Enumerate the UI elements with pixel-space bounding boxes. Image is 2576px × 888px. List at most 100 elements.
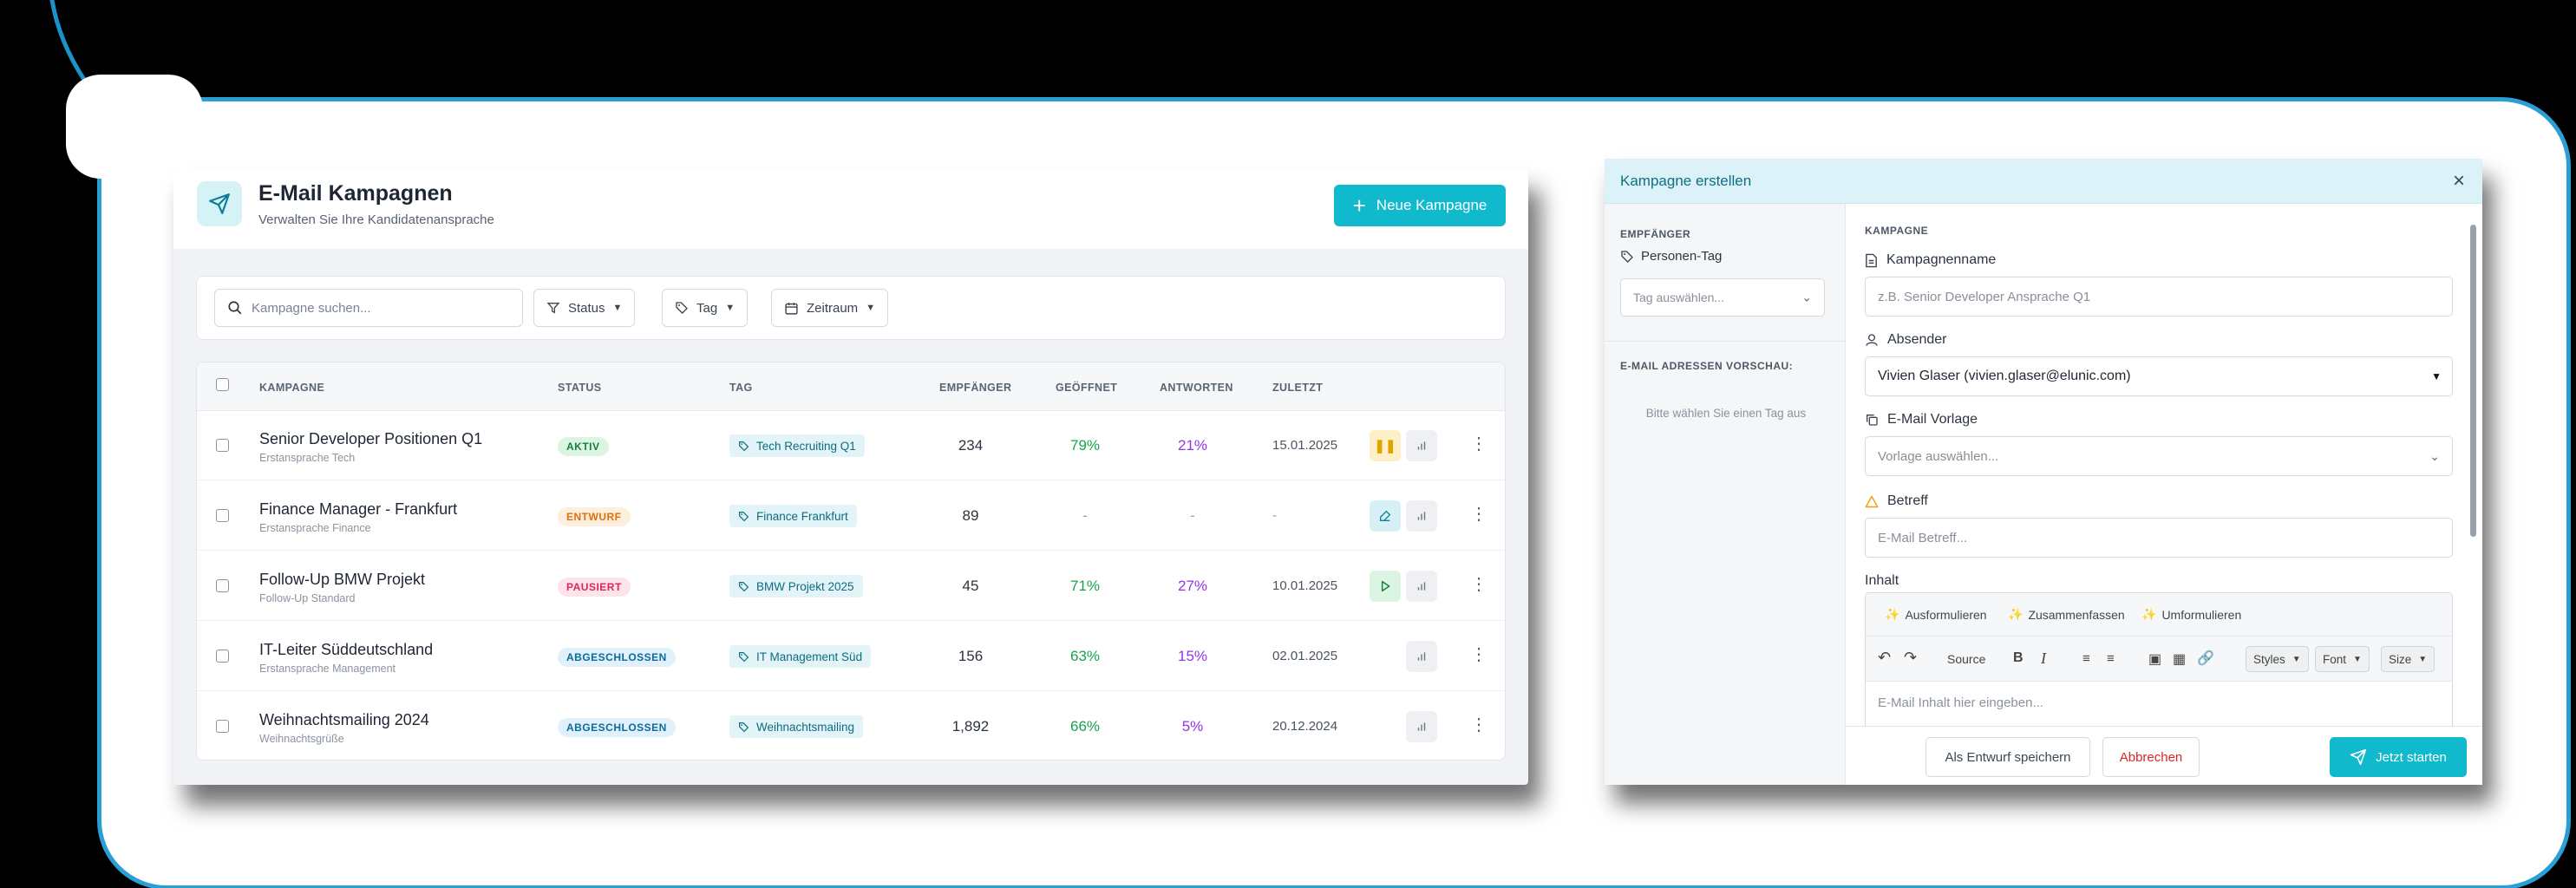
stats-button[interactable]: [1406, 430, 1437, 461]
edit-button[interactable]: [1370, 500, 1401, 532]
row-checkbox[interactable]: [216, 509, 229, 522]
status-badge: ABGESCHLOSSEN: [558, 648, 676, 667]
tag-select-placeholder: Tag auswählen...: [1633, 291, 1725, 304]
col-tag[interactable]: TAG: [729, 382, 753, 394]
stats-button[interactable]: [1406, 711, 1437, 742]
modal-header: Kampagne erstellen ×: [1605, 159, 2482, 204]
table-row[interactable]: Weihnachtsmailing 2024 Weihnachtsgrüße ABG…: [197, 692, 1505, 760]
scrollbar-thumb[interactable]: [2470, 225, 2476, 537]
stats-button[interactable]: [1406, 500, 1437, 532]
campaign-name[interactable]: Weihnachtsmailing 2024: [259, 711, 429, 728]
more-options-icon[interactable]: ⋮: [1470, 575, 1487, 594]
font-dropdown[interactable]: Font ▼: [2315, 646, 2370, 672]
send-icon: [2350, 748, 2367, 766]
tag-icon: [738, 511, 749, 522]
bullet-list-icon[interactable]: ≡: [2107, 651, 2115, 666]
table-icon[interactable]: ▦: [2173, 652, 2187, 667]
campaign-list-panel: E-Mail Kampagnen Verwalten Sie Ihre Kand…: [173, 169, 1528, 785]
timeframe-filter[interactable]: Zeitraum ▼: [771, 289, 889, 327]
cancel-button[interactable]: Abbrechen: [2102, 737, 2200, 777]
tag-label: Finance Frankfurt: [756, 509, 848, 523]
table-row[interactable]: IT-Leiter Süddeutschland Erstansprache Ma…: [197, 622, 1505, 691]
col-opened[interactable]: GEÖFFNET: [1056, 382, 1118, 394]
col-recipients[interactable]: EMPFÄNGER: [939, 382, 1012, 394]
pause-icon: ❚❚: [1374, 439, 1396, 454]
subject-input[interactable]: E-Mail Betreff...: [1865, 518, 2453, 558]
select-all-checkbox[interactable]: [216, 378, 229, 391]
search-input[interactable]: Kampagne suchen...: [214, 289, 523, 327]
more-options-icon[interactable]: ⋮: [1470, 645, 1487, 664]
tag-select[interactable]: Tag auswählen... ⌄: [1620, 278, 1825, 317]
campaign-name[interactable]: Senior Developer Positionen Q1: [259, 430, 483, 447]
save-draft-button[interactable]: Als Entwurf speichern: [1925, 737, 2090, 777]
reply-rate: -: [1190, 507, 1195, 524]
campaign-name[interactable]: Follow-Up BMW Projekt: [259, 571, 426, 588]
more-options-icon[interactable]: ⋮: [1470, 715, 1487, 735]
last-activity: 15.01.2025: [1272, 438, 1338, 453]
template-select[interactable]: Vorlage auswählen... ⌄: [1865, 436, 2453, 476]
ai-summarize-label: Zusammenfassen: [2028, 607, 2125, 622]
col-last[interactable]: ZULETZT: [1272, 382, 1324, 394]
preview-label: E-MAIL ADRESSEN VORSCHAU:: [1620, 360, 1794, 372]
row-checkbox[interactable]: [216, 439, 229, 452]
sender-select[interactable]: Vivien Glaser (vivien.glaser@elunic.com)…: [1865, 356, 2453, 396]
last-activity: 10.01.2025: [1272, 578, 1338, 593]
reply-rate: 21%: [1177, 437, 1208, 454]
ai-expand-button[interactable]: ✨ Ausformulieren: [1885, 607, 1987, 622]
ai-summarize-button[interactable]: ✨ Zusammenfassen: [2008, 607, 2125, 622]
more-options-icon[interactable]: ⋮: [1470, 505, 1487, 524]
table-row[interactable]: Follow-Up BMW Projekt Follow-Up Standard P…: [197, 552, 1505, 621]
size-dropdown[interactable]: Size ▼: [2381, 646, 2435, 672]
tag-filter[interactable]: Tag ▼: [662, 289, 749, 327]
close-icon[interactable]: ×: [2452, 169, 2465, 193]
last-activity: 20.12.2024: [1272, 719, 1338, 734]
status-badge: AKTIV: [558, 437, 609, 456]
row-checkbox[interactable]: [216, 579, 229, 592]
col-campaign[interactable]: KAMPAGNE: [259, 382, 325, 394]
row-checkbox[interactable]: [216, 650, 229, 663]
link-icon[interactable]: 🔗: [2197, 651, 2214, 666]
reply-rate: 5%: [1181, 718, 1204, 735]
pause-button[interactable]: ❚❚: [1370, 430, 1401, 461]
styles-dropdown[interactable]: Styles ▼: [2246, 646, 2309, 672]
modal-scrollbar[interactable]: [2468, 207, 2477, 728]
status-filter[interactable]: Status ▼: [533, 289, 636, 327]
campaign-tag[interactable]: BMW Projekt 2025: [729, 575, 863, 597]
campaign-section-label: KAMPAGNE: [1865, 225, 1929, 237]
row-checkbox[interactable]: [216, 720, 229, 733]
table-row[interactable]: Senior Developer Positionen Q1 Erstanspra…: [197, 411, 1505, 480]
campaign-tag[interactable]: Weihnachtsmailing: [729, 715, 864, 738]
campaign-name[interactable]: IT-Leiter Süddeutschland: [259, 641, 434, 658]
undo-icon[interactable]: ↶: [1878, 649, 1892, 666]
campaign-tag[interactable]: Finance Frankfurt: [729, 505, 857, 527]
copy-icon: [1867, 415, 1878, 426]
ai-rephrase-button[interactable]: ✨ Umformulieren: [2141, 607, 2241, 622]
campaign-tag[interactable]: IT Management Süd: [729, 645, 872, 668]
table-header: KAMPAGNE STATUS TAG EMPFÄNGER GEÖFFNET A…: [197, 362, 1505, 411]
source-button[interactable]: Source: [1947, 652, 1986, 666]
start-now-label: Jetzt starten: [2376, 749, 2447, 765]
image-icon[interactable]: ▣: [2148, 652, 2162, 667]
campaign-name[interactable]: Finance Manager - Frankfurt: [259, 500, 458, 518]
modal-footer: Als Entwurf speichern Abbrechen Jetzt st…: [1846, 726, 2482, 785]
campaign-name-input[interactable]: z.B. Senior Developer Ansprache Q1: [1865, 277, 2453, 317]
col-replies[interactable]: ANTWORTEN: [1160, 382, 1233, 394]
stats-button[interactable]: [1406, 571, 1437, 602]
col-status[interactable]: STATUS: [558, 382, 602, 394]
font-label: Font: [2323, 652, 2347, 666]
campaign-template: Erstansprache Finance: [259, 522, 371, 534]
new-campaign-button[interactable]: + Neue Kampagne: [1334, 185, 1506, 226]
ordered-list-icon[interactable]: ≡: [2082, 651, 2090, 666]
bar-chart-icon: [1415, 721, 1428, 733]
play-icon: [1381, 580, 1390, 592]
bold-icon[interactable]: B: [2013, 650, 2024, 665]
more-options-icon[interactable]: ⋮: [1470, 434, 1487, 454]
table-row[interactable]: Finance Manager - Frankfurt Erstansprache…: [197, 481, 1505, 551]
italic-icon[interactable]: I: [2041, 650, 2046, 667]
editor-content[interactable]: E-Mail Inhalt hier eingeben...: [1878, 695, 2043, 710]
play-button[interactable]: [1370, 571, 1401, 602]
redo-icon[interactable]: ↷: [1904, 649, 1918, 666]
stats-button[interactable]: [1406, 641, 1437, 672]
campaign-tag[interactable]: Tech Recruiting Q1: [729, 434, 865, 457]
start-now-button[interactable]: Jetzt starten: [2330, 737, 2467, 777]
